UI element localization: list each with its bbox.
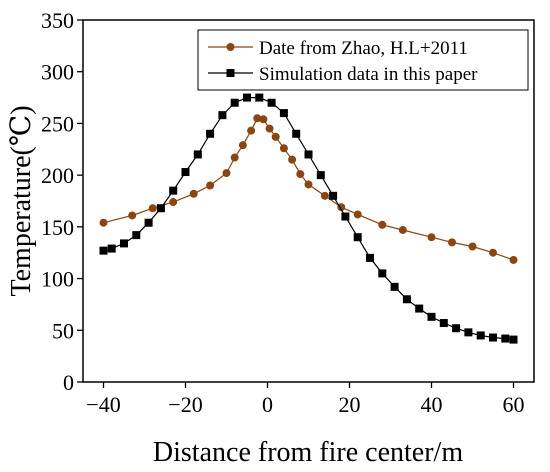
data-point — [390, 282, 399, 291]
data-point — [509, 335, 518, 344]
y-tick-label: 250 — [41, 111, 74, 136]
data-point — [144, 218, 153, 227]
data-point — [267, 98, 276, 107]
legend-label-simulation: Simulation data in this paper — [259, 64, 478, 85]
data-point — [99, 218, 108, 227]
data-point — [169, 186, 178, 195]
data-point — [288, 155, 297, 164]
data-point — [448, 238, 456, 247]
x-tick-label: 60 — [503, 392, 525, 417]
x-tick-label: 0 — [262, 392, 273, 417]
data-point — [292, 129, 301, 138]
data-point — [439, 319, 448, 328]
legend-marker-simulation — [226, 69, 235, 77]
legend: Date from Zhao, H.L+2011 Simulation data… — [208, 38, 478, 85]
y-tick-label: 150 — [41, 215, 74, 240]
data-point — [193, 150, 202, 159]
data-point — [148, 204, 157, 213]
data-point — [230, 98, 239, 107]
data-point — [378, 220, 387, 229]
y-tick-label: 0 — [63, 370, 74, 395]
data-point — [99, 246, 108, 255]
data-point — [279, 144, 288, 153]
data-point — [255, 93, 264, 102]
data-point — [452, 324, 461, 333]
data-point — [341, 212, 350, 221]
series-line — [103, 96, 514, 341]
data-point — [107, 244, 116, 253]
data-point — [402, 295, 411, 304]
series-layer — [99, 93, 518, 344]
x-axis-title: Distance from fire center/m — [153, 437, 463, 468]
data-point — [468, 242, 477, 251]
data-point — [218, 111, 227, 120]
data-point — [476, 331, 485, 340]
axis-ticks — [77, 19, 515, 388]
data-point — [132, 231, 141, 240]
y-tick-label: 300 — [41, 60, 74, 85]
data-point — [120, 239, 128, 248]
data-point — [222, 169, 231, 178]
data-point — [304, 150, 313, 159]
data-point — [501, 334, 510, 343]
data-point — [398, 225, 407, 234]
legend-label-zhao: Date from Zhao, H.L+2011 — [259, 38, 468, 59]
data-point — [489, 248, 497, 257]
y-tick-label: 350 — [41, 8, 74, 33]
data-point — [329, 191, 338, 200]
data-point — [206, 181, 215, 190]
data-point — [253, 114, 262, 123]
x-tick-label: −40 — [86, 392, 120, 417]
data-point — [230, 153, 239, 162]
data-point — [238, 141, 247, 150]
data-point — [464, 328, 473, 337]
data-point — [353, 210, 362, 219]
data-point — [247, 126, 256, 135]
data-point — [320, 191, 329, 200]
series-line — [103, 117, 514, 261]
axis-tick-labels: −40 −20 0 20 40 60 0 50 100 150 200 250 300 350 — [41, 8, 525, 417]
data-point — [265, 124, 274, 133]
data-point — [296, 170, 305, 179]
data-point — [259, 115, 268, 124]
data-point — [279, 109, 288, 118]
data-point — [156, 204, 165, 213]
y-tick-label: 200 — [41, 163, 74, 188]
data-point — [128, 211, 137, 220]
data-point — [509, 255, 518, 264]
x-tick-label: −20 — [168, 392, 202, 417]
data-point — [427, 312, 436, 321]
series-zhao — [99, 114, 518, 264]
plot-frame — [82, 19, 535, 383]
data-point — [415, 304, 424, 313]
data-point — [271, 132, 280, 141]
data-point — [316, 171, 325, 180]
series-simulation — [99, 93, 518, 344]
data-point — [206, 129, 215, 138]
legend-marker-zhao — [226, 43, 235, 51]
data-point — [189, 189, 198, 198]
x-tick-label: 40 — [421, 392, 443, 417]
y-tick-label: 50 — [52, 318, 74, 343]
data-point — [243, 93, 251, 102]
legend-box — [197, 29, 529, 91]
data-point — [427, 233, 436, 242]
data-point — [489, 333, 497, 342]
y-axis-title: Temperature(℃) — [6, 105, 37, 296]
data-point — [169, 198, 178, 207]
x-tick-label: 20 — [339, 392, 361, 417]
data-point — [353, 233, 362, 242]
data-point — [181, 168, 190, 177]
data-point — [366, 253, 374, 262]
data-point — [378, 269, 387, 278]
data-point — [304, 180, 313, 189]
y-tick-label: 100 — [41, 267, 74, 292]
